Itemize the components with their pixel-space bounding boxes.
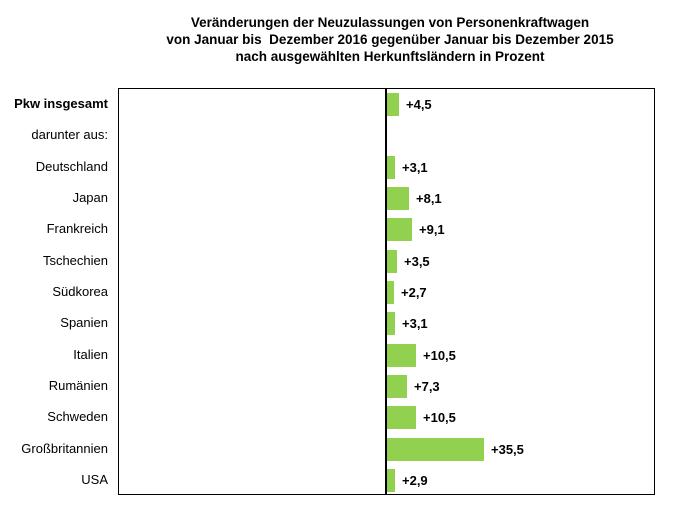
value-label: +2,7	[401, 284, 427, 300]
bar	[387, 187, 409, 211]
category-label: Rumänien	[48, 377, 108, 393]
baseline-axis	[385, 89, 387, 494]
category-label: Deutschland	[35, 158, 108, 174]
category-label: Italien	[73, 346, 108, 362]
value-label: +3,1	[402, 316, 428, 332]
bar	[387, 406, 416, 430]
category-label: darunter aus:	[31, 127, 108, 143]
category-label: Großbritannien	[21, 440, 108, 456]
chart-title-line-2: von Januar bis Dezember 2016 gegenüber J…	[166, 32, 614, 47]
bar	[387, 93, 399, 117]
chart-title-line-3: nach ausgewählten Herkunftsländern in Pr…	[235, 49, 545, 64]
value-label: +35,5	[491, 441, 524, 457]
value-label: +9,1	[419, 222, 445, 238]
category-label: Spanien	[60, 315, 108, 331]
bar	[387, 343, 416, 367]
bar	[387, 437, 484, 461]
bar	[387, 312, 395, 336]
bar	[387, 155, 395, 179]
category-label: Schweden	[47, 409, 108, 425]
value-label: +4,5	[406, 97, 432, 113]
value-label: +10,5	[423, 410, 456, 426]
bar	[387, 374, 407, 398]
category-label: Japan	[72, 190, 108, 206]
category-label: Südkorea	[52, 283, 108, 299]
bar	[387, 218, 412, 242]
value-label: +10,5	[423, 347, 456, 363]
value-label: +3,5	[404, 253, 430, 269]
category-axis-labels: Pkw insgesamt darunter aus: Deutschland Jap…	[0, 88, 108, 495]
value-label: +8,1	[416, 191, 442, 207]
category-label: Frankreich	[46, 221, 108, 237]
bar	[387, 249, 397, 273]
plot-area: +4,5 +3,1 +8,1 +9,1 +3,5 +2,7 +3,1 +10,5 +7,3 +10…	[118, 88, 655, 495]
category-label: Pkw insgesamt	[14, 96, 108, 112]
bar	[387, 281, 394, 304]
category-label: Tschechien	[42, 252, 108, 268]
chart-title-line-1: Veränderungen der Neuzulassungen von Per…	[190, 15, 590, 30]
chart-title: Veränderungen der Neuzulassungen von Per…	[105, 14, 675, 65]
category-label: USA	[81, 471, 108, 487]
value-label: +2,9	[402, 472, 428, 488]
value-label: +3,1	[402, 159, 428, 175]
bar	[387, 468, 395, 492]
value-label: +7,3	[414, 378, 440, 394]
